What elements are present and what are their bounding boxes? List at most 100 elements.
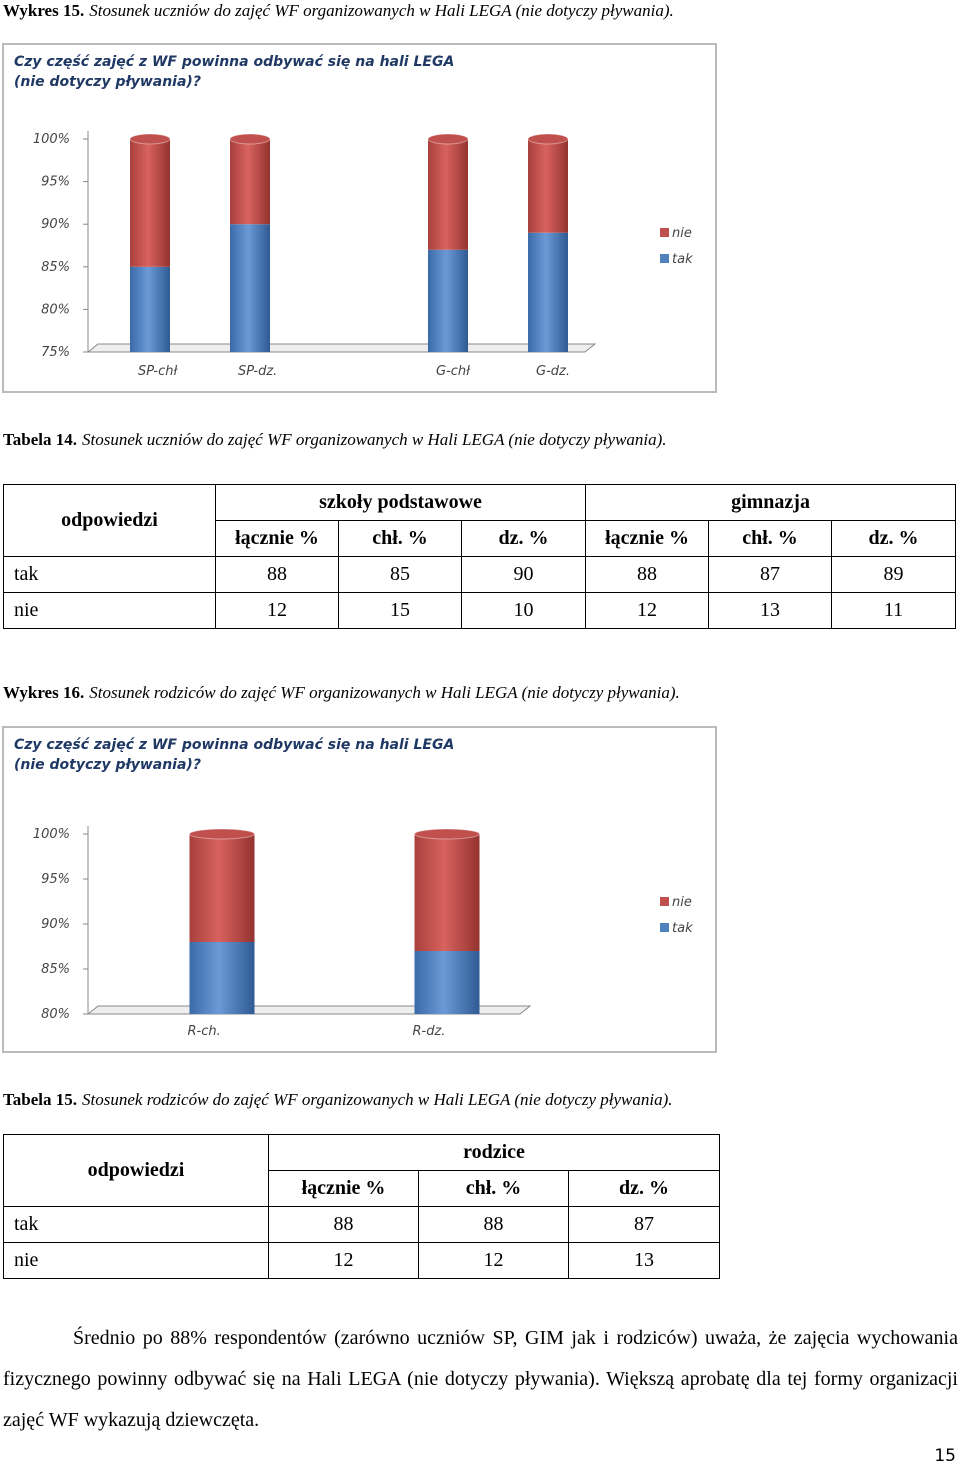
legend-label: nie bbox=[672, 895, 692, 910]
bar-segment bbox=[414, 951, 480, 1014]
row-label: nie bbox=[3, 1242, 269, 1279]
cell: 11 bbox=[831, 592, 957, 629]
bar-segment bbox=[189, 942, 255, 1014]
row-label: nie bbox=[3, 592, 216, 629]
bar-cap bbox=[427, 133, 469, 145]
column-header: łącznie % bbox=[585, 520, 710, 557]
row-label: tak bbox=[3, 556, 216, 593]
legend-swatch bbox=[660, 923, 669, 932]
cell: 88 bbox=[268, 1206, 419, 1243]
y-tick-label: 100% bbox=[33, 827, 70, 842]
cell: 87 bbox=[708, 556, 833, 593]
bar-cap bbox=[129, 133, 171, 145]
chart-frame bbox=[2, 726, 717, 1053]
cell: 89 bbox=[831, 556, 957, 593]
y-tick-label: 90% bbox=[41, 217, 70, 232]
cell: 13 bbox=[708, 592, 833, 629]
cell: 10 bbox=[460, 592, 587, 629]
x-tick-label: G-dz. bbox=[536, 364, 570, 379]
y-tick-label: 80% bbox=[41, 1007, 70, 1022]
column-header: dz. % bbox=[567, 1170, 721, 1207]
legend-swatch bbox=[660, 254, 669, 263]
x-tick-label: R-ch. bbox=[188, 1024, 221, 1039]
cell: 12 bbox=[215, 592, 339, 629]
y-tick-label: 100% bbox=[33, 132, 70, 147]
x-tick-label: SP-dz. bbox=[238, 364, 277, 379]
header-row: łącznie % chł. % dz. % łącznie % chł. % dz. % bbox=[4, 520, 957, 557]
chart-frame bbox=[2, 43, 717, 393]
column-header: dz. % bbox=[460, 520, 587, 557]
bar-segment bbox=[414, 834, 480, 951]
column-header: chł. % bbox=[708, 520, 833, 557]
column-header: łącznie % bbox=[268, 1170, 419, 1207]
bar-segment bbox=[428, 249, 468, 352]
caption: Tabela 15. Stosunek rodziców do zajęć WF … bbox=[3, 1090, 673, 1109]
cell: 12 bbox=[418, 1242, 569, 1279]
bar-cap bbox=[189, 828, 255, 840]
legend-swatch bbox=[660, 228, 669, 237]
caption: Wykres 15. Stosunek uczniów do zajęć WF o… bbox=[3, 1, 674, 20]
column-header: chł. % bbox=[418, 1170, 569, 1207]
legend-label: tak bbox=[672, 921, 693, 936]
y-tick-label: 95% bbox=[41, 872, 70, 887]
bar-cap bbox=[414, 828, 480, 840]
bar-segment bbox=[130, 139, 170, 267]
column-header: łącznie % bbox=[215, 520, 339, 557]
cell: 88 bbox=[585, 556, 710, 593]
cell: 15 bbox=[338, 592, 462, 629]
y-tick-label: 80% bbox=[41, 302, 70, 317]
group-cell: gimnazja bbox=[585, 484, 957, 521]
group-cell: szkoły podstawowe bbox=[214, 484, 587, 521]
group-cell: rodzice bbox=[267, 1134, 721, 1171]
legend-swatch bbox=[660, 897, 669, 906]
column-header: chł. % bbox=[338, 520, 462, 557]
caption: Wykres 16. Stosunek rodziców do zajęć WF … bbox=[3, 683, 680, 702]
bar-segment bbox=[230, 224, 270, 352]
bar-segment bbox=[528, 139, 568, 233]
data-row: nie 12 12 13 bbox=[3, 1242, 721, 1279]
bar-segment bbox=[130, 266, 170, 352]
page-number: 15 bbox=[934, 1446, 956, 1466]
cell: 87 bbox=[567, 1206, 721, 1243]
data-row: nie 12 15 10 12 13 11 bbox=[3, 592, 957, 629]
y-tick-label: 95% bbox=[41, 175, 70, 190]
y-tick-label: 75% bbox=[41, 345, 70, 360]
header-row: odpowiedzi szkoły podstawowe gimnazja bbox=[3, 484, 957, 557]
cell: 88 bbox=[418, 1206, 569, 1243]
table: odpowiedzi rodzice łącznie % chł. % dz. % tak… bbox=[3, 1134, 721, 1279]
x-tick-label: G-chł bbox=[436, 364, 471, 379]
bar-segment bbox=[528, 232, 568, 352]
y-tick-label: 85% bbox=[41, 260, 70, 275]
chart-title: (nie dotyczy pływania)? bbox=[14, 74, 201, 90]
column-header: dz. % bbox=[831, 520, 957, 557]
header-row: odpowiedzi rodzice bbox=[3, 1134, 721, 1207]
bar-cap bbox=[527, 133, 569, 145]
row-label: tak bbox=[3, 1206, 269, 1243]
x-tick-label: SP-chł bbox=[138, 364, 178, 379]
data-row: tak 88 85 90 88 87 89 bbox=[3, 556, 957, 593]
paragraph: Średnio po 88% respondentów (zarówno ucz… bbox=[3, 1327, 958, 1431]
y-tick-label: 90% bbox=[41, 917, 70, 932]
legend-label: nie bbox=[672, 226, 692, 241]
bar-segment bbox=[428, 139, 468, 250]
bar-segment bbox=[189, 834, 255, 942]
header-row: łącznie % chł. % dz. % bbox=[4, 1170, 721, 1207]
cell: 85 bbox=[338, 556, 462, 593]
header-cell: odpowiedzi bbox=[3, 1134, 269, 1207]
legend-label: tak bbox=[672, 252, 693, 267]
chart-title: Czy część zajęć z WF powinna odbywać się… bbox=[14, 54, 454, 70]
cell: 12 bbox=[585, 592, 710, 629]
header-cell: odpowiedzi bbox=[3, 484, 216, 557]
cell: 12 bbox=[268, 1242, 419, 1279]
cell: 88 bbox=[215, 556, 339, 593]
chart-title: Czy część zajęć z WF powinna odbywać się… bbox=[14, 737, 454, 753]
x-tick-label: R-dz. bbox=[413, 1024, 446, 1039]
floor bbox=[86, 343, 597, 353]
cell: 13 bbox=[567, 1242, 721, 1279]
cell: 90 bbox=[460, 556, 587, 593]
caption: Tabela 14. Stosunek uczniów do zajęć WF o… bbox=[3, 430, 667, 449]
table: odpowiedzi szkoły podstawowe gimnazja łączn… bbox=[3, 484, 957, 629]
data-row: tak 88 88 87 bbox=[3, 1206, 721, 1243]
